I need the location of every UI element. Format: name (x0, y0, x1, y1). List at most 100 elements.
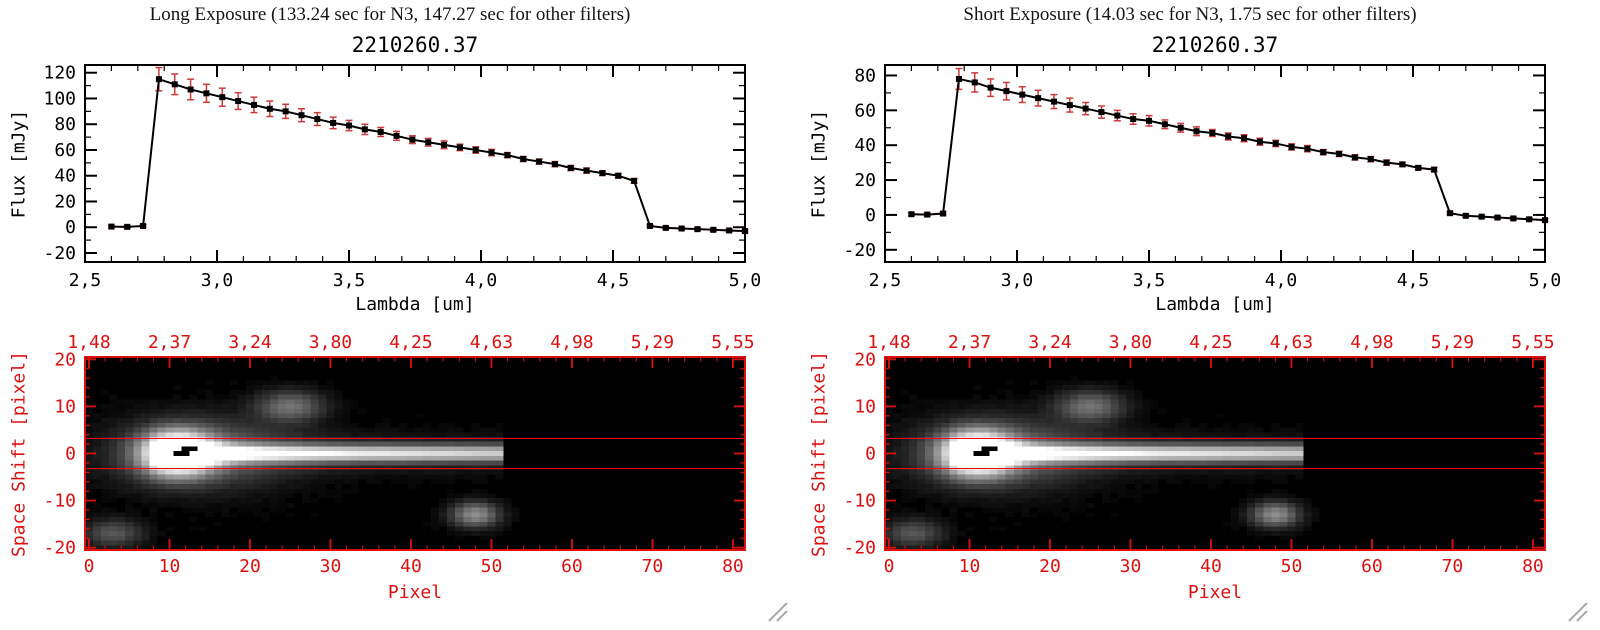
svg-text:5,0: 5,0 (729, 270, 762, 291)
resize-grip-icon (768, 602, 788, 622)
svg-text:5,55: 5,55 (711, 332, 754, 353)
svg-text:50: 50 (1281, 556, 1303, 577)
svg-text:20: 20 (854, 349, 876, 370)
svg-text:30: 30 (1120, 556, 1142, 577)
spectrum-title-short: 2210260.37 (1151, 33, 1279, 57)
svg-text:30: 30 (320, 556, 342, 577)
svg-text:0: 0 (84, 556, 95, 577)
svg-text:10: 10 (159, 556, 181, 577)
svg-text:3,0: 3,0 (1001, 270, 1034, 291)
flux-axis-label: Flux [mJy] (808, 109, 830, 219)
exposure-title-long: Long Exposure (133.24 sec for N3, 147.27… (149, 4, 631, 25)
svg-text:2,5: 2,5 (869, 270, 902, 291)
svg-text:10: 10 (854, 396, 876, 417)
svg-text:60: 60 (1361, 556, 1383, 577)
svg-text:5,0: 5,0 (1529, 270, 1562, 291)
svg-text:5,55: 5,55 (1511, 332, 1554, 353)
svg-text:4,63: 4,63 (1270, 332, 1313, 353)
svg-text:50: 50 (481, 556, 503, 577)
space-shift-axis-label: Space Shift [pixel] (808, 351, 830, 557)
svg-text:-20: -20 (843, 240, 876, 261)
svg-text:20: 20 (54, 191, 76, 212)
lambda-axis-label: Lambda [um] (1155, 294, 1275, 315)
svg-text:20: 20 (54, 349, 76, 370)
svg-text:40: 40 (1200, 556, 1222, 577)
svg-text:10: 10 (54, 396, 76, 417)
svg-text:20: 20 (1039, 556, 1061, 577)
svg-text:4,5: 4,5 (1397, 270, 1430, 291)
spectrum-line (111, 77, 746, 233)
svg-text:70: 70 (642, 556, 664, 577)
svg-text:4,25: 4,25 (1189, 332, 1232, 353)
exposure-title-short: Short Exposure (14.03 sec for N3, 1.75 s… (963, 4, 1417, 25)
lambda-axis-label: Lambda [um] (355, 294, 475, 315)
svg-text:0: 0 (884, 556, 895, 577)
svg-text:80: 80 (722, 556, 744, 577)
svg-text:80: 80 (1522, 556, 1544, 577)
svg-text:4,5: 4,5 (597, 270, 630, 291)
panel-long-exposure: Long Exposure (133.24 sec for N3, 147.27… (8, 4, 790, 624)
svg-text:3,5: 3,5 (1133, 270, 1166, 291)
spectrum-title-long: 2210260.37 (351, 33, 479, 57)
svg-text:20: 20 (239, 556, 261, 577)
svg-text:4,0: 4,0 (1265, 270, 1298, 291)
svg-text:2,5: 2,5 (69, 270, 102, 291)
svg-text:0: 0 (65, 444, 76, 465)
resize-grip[interactable] (762, 596, 790, 624)
svg-text:-20: -20 (43, 243, 76, 264)
svg-text:0: 0 (65, 217, 76, 238)
svg-text:100: 100 (43, 88, 76, 109)
svg-text:3,5: 3,5 (333, 270, 366, 291)
spectrum-line (911, 77, 1546, 222)
svg-text:1,48: 1,48 (867, 332, 910, 353)
svg-text:10: 10 (959, 556, 981, 577)
svg-text:3,24: 3,24 (228, 332, 271, 353)
svg-text:-10: -10 (43, 491, 76, 512)
flux-axis-label: Flux [mJy] (8, 109, 30, 219)
svg-text:2,37: 2,37 (948, 332, 991, 353)
spectrum-plot: 2,5 3,0 3,5 4,0 4,5 5,0 -20 0 20 40 60 80 (843, 64, 1562, 291)
spectrum-plot: 2,5 3,0 3,5 4,0 4,5 5,0 -20 0 20 40 60 80 100 120 (43, 63, 761, 291)
svg-text:0: 0 (865, 205, 876, 226)
svg-text:5,29: 5,29 (1431, 332, 1474, 353)
data-markers (908, 75, 1548, 224)
svg-text:2,37: 2,37 (148, 332, 191, 353)
svg-text:3,24: 3,24 (1028, 332, 1071, 353)
svg-text:60: 60 (854, 100, 876, 121)
spectral-image-short (885, 357, 1545, 550)
svg-text:3,80: 3,80 (1109, 332, 1152, 353)
svg-text:4,98: 4,98 (1350, 332, 1393, 353)
svg-text:60: 60 (561, 556, 583, 577)
svg-text:-10: -10 (843, 491, 876, 512)
svg-text:20: 20 (854, 170, 876, 191)
svg-text:1,48: 1,48 (67, 332, 110, 353)
svg-text:80: 80 (854, 65, 876, 86)
svg-text:3,80: 3,80 (309, 332, 352, 353)
svg-text:70: 70 (1442, 556, 1464, 577)
svg-text:40: 40 (54, 166, 76, 187)
svg-text:3,0: 3,0 (201, 270, 234, 291)
svg-text:40: 40 (400, 556, 422, 577)
pixel-axis-label: Pixel (387, 582, 443, 603)
svg-text:4,98: 4,98 (550, 332, 593, 353)
panel-short-exposure: Short Exposure (14.03 sec for N3, 1.75 s… (800, 0, 1600, 630)
svg-text:5,29: 5,29 (631, 332, 674, 353)
svg-text:60: 60 (54, 140, 76, 161)
svg-text:120: 120 (43, 63, 76, 84)
svg-text:0: 0 (865, 444, 876, 465)
svg-text:4,0: 4,0 (465, 270, 498, 291)
svg-text:4,63: 4,63 (470, 332, 513, 353)
svg-text:-20: -20 (43, 538, 76, 559)
svg-text:-20: -20 (843, 538, 876, 559)
spectral-image-long (85, 357, 745, 550)
resize-grip[interactable] (1562, 596, 1590, 624)
svg-text:4,25: 4,25 (389, 332, 432, 353)
data-markers (108, 76, 748, 235)
pixel-axis-label: Pixel (1187, 582, 1243, 603)
svg-text:80: 80 (54, 114, 76, 135)
error-bars (107, 66, 749, 234)
space-shift-axis-label: Space Shift [pixel] (8, 351, 30, 557)
error-bars (907, 67, 1549, 223)
svg-text:40: 40 (854, 135, 876, 156)
resize-grip-icon (1568, 602, 1588, 622)
